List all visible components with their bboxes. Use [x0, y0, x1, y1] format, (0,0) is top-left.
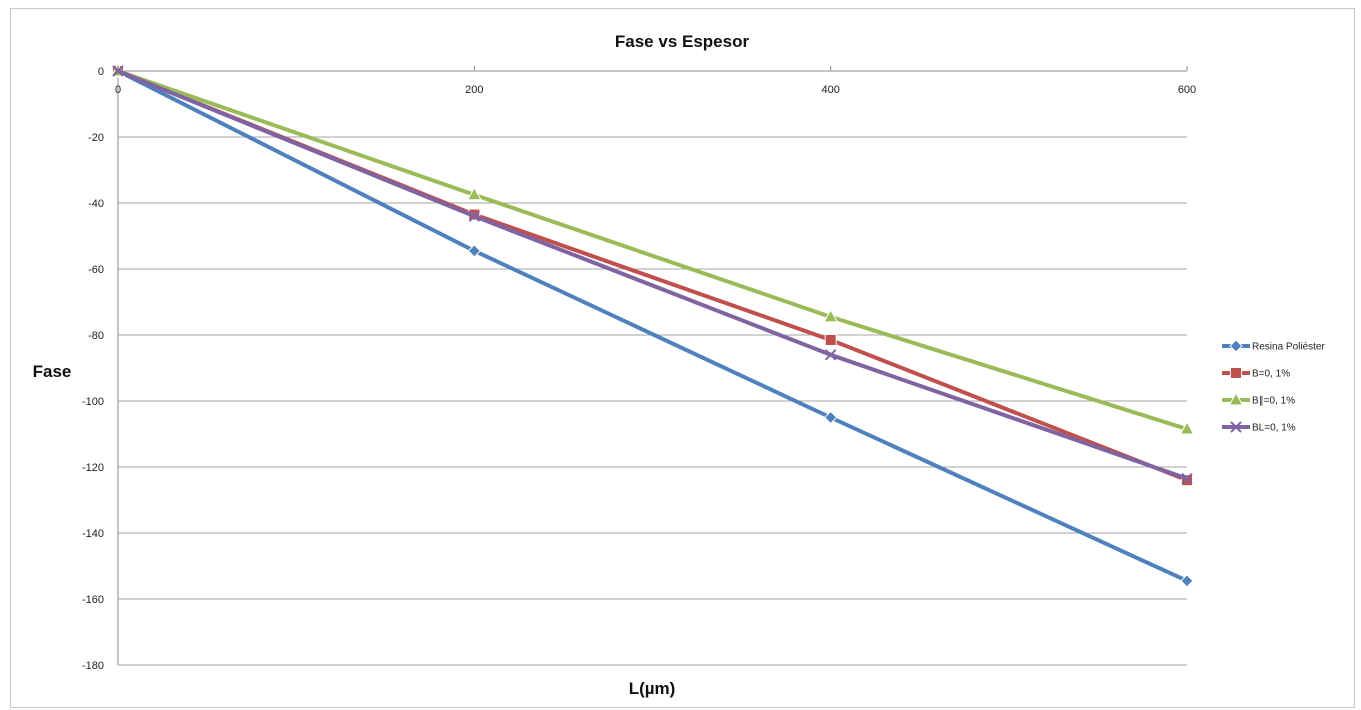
x-tick-label: 0	[115, 84, 121, 96]
data-point	[1180, 574, 1194, 588]
data-point	[1181, 472, 1193, 485]
data-point	[823, 410, 838, 425]
y-tick-label: -140	[82, 528, 104, 540]
y-axis-title: Fase	[33, 362, 72, 381]
legend-marker	[1229, 339, 1243, 353]
data-point	[112, 65, 124, 77]
y-tick-label: -160	[82, 594, 104, 606]
data-point	[1179, 421, 1195, 435]
chart-frame	[10, 8, 1355, 708]
x-tick-label: 400	[821, 84, 839, 96]
y-tick-label: -40	[88, 198, 104, 210]
legend-marker	[1230, 367, 1242, 379]
legend-label: B=0, 1%	[1252, 369, 1290, 380]
gridlines	[118, 70, 1187, 666]
chart-title: Fase vs Espesor	[615, 32, 750, 51]
legend-label: B∥=0, 1%	[1252, 396, 1295, 407]
legend-entry: B∥=0, 1%	[1222, 391, 1295, 407]
series-line	[116, 69, 1189, 481]
legend-marker	[1230, 421, 1242, 433]
legend: Resina Poliéster B=0, 1% B∥=0, 1% BL=0, 1%	[1222, 339, 1325, 434]
series-0	[111, 64, 1194, 588]
data-point	[468, 210, 481, 222]
y-tick-label: -120	[82, 462, 104, 474]
data-point	[466, 186, 482, 201]
y-tick-label: -60	[88, 264, 104, 276]
x-tick-label: 200	[465, 84, 483, 96]
y-tick-label: -20	[88, 132, 104, 144]
legend-label: BL=0, 1%	[1252, 423, 1296, 434]
series-3	[112, 65, 1193, 485]
x-axis-title: L(µm)	[629, 679, 676, 698]
x-tick-label: 600	[1178, 84, 1196, 96]
series-line	[116, 69, 1189, 583]
legend-entry: BL=0, 1%	[1222, 421, 1296, 434]
legend-label: Resina Poliéster	[1252, 342, 1325, 353]
series-line	[116, 69, 1189, 483]
series-layer	[110, 62, 1195, 588]
data-point	[467, 244, 482, 258]
data-point	[823, 308, 839, 323]
series-line	[116, 69, 1189, 432]
data-point	[824, 333, 837, 346]
series-2	[110, 62, 1195, 435]
y-tick-label: -80	[88, 330, 104, 342]
legend-entry: B=0, 1%	[1222, 367, 1290, 380]
legend-marker	[1228, 391, 1244, 406]
y-tick-label: -180	[82, 660, 104, 672]
legend-entry: Resina Poliéster	[1222, 339, 1325, 353]
data-point	[824, 349, 837, 361]
y-tick-label: -100	[82, 396, 104, 408]
axes: 0 -20 -40 -60 -80 -100 -120 -140 -160 -180 0 200 400…	[82, 66, 1196, 672]
y-tick-label: 0	[98, 66, 104, 78]
